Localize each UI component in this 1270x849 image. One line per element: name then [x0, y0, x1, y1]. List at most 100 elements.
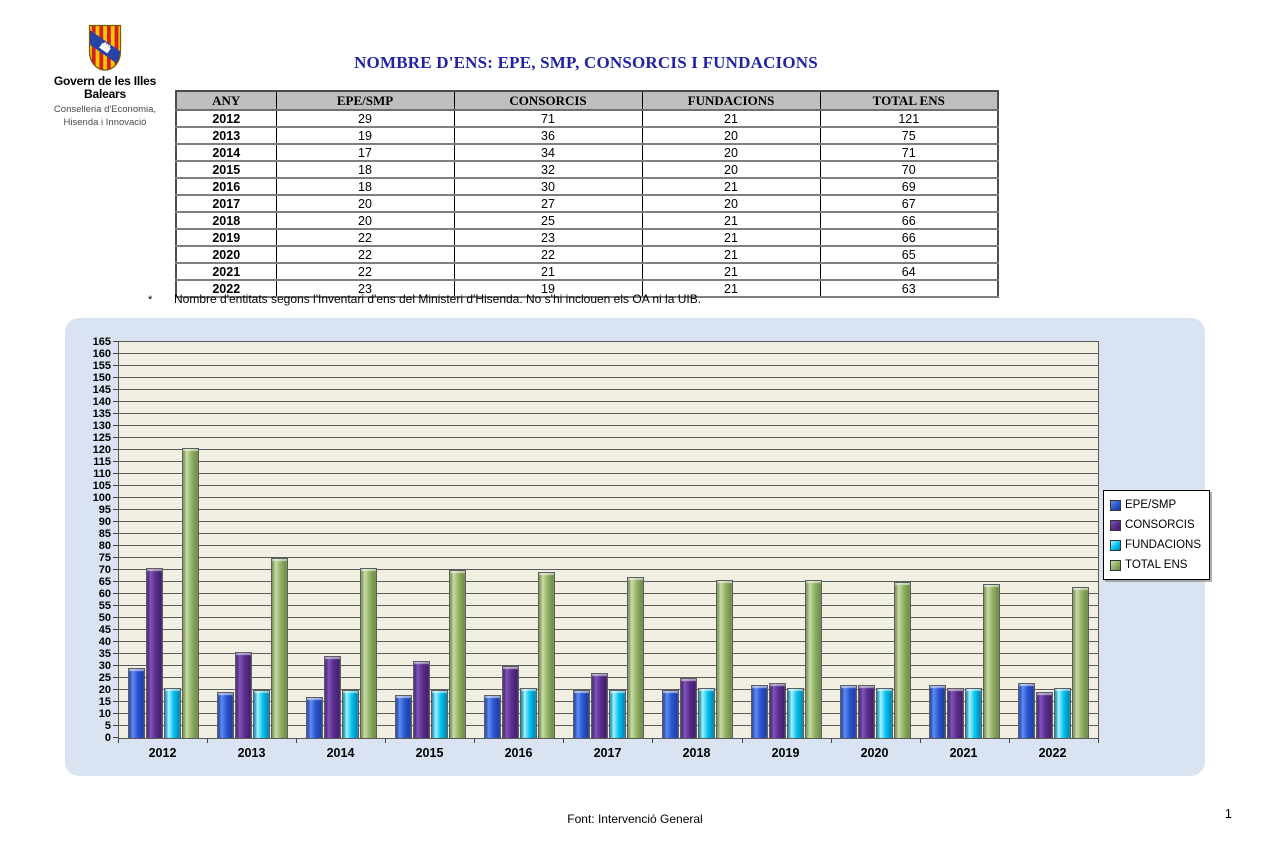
- y-axis-tick-label: 35: [98, 648, 111, 660]
- value-cell: 25: [453, 212, 643, 230]
- value-cell: 63: [819, 280, 999, 298]
- gridline: [119, 473, 1098, 474]
- y-axis-tick-label: 15: [98, 696, 111, 708]
- x-axis-label: 2022: [1038, 746, 1067, 760]
- value-cell: 21: [641, 229, 821, 247]
- value-cell: 32: [453, 161, 643, 179]
- legend-label: EPE/SMP: [1125, 499, 1177, 511]
- bar-fundacions-2018: [698, 687, 715, 738]
- y-axis-tick: [113, 737, 119, 738]
- bar-epe-smp-2013: [217, 692, 234, 738]
- y-axis-tick: [113, 353, 119, 354]
- y-axis-tick-label: 75: [98, 552, 111, 564]
- value-cell: 34: [453, 144, 643, 162]
- legend-label: TOTAL ENS: [1125, 559, 1188, 571]
- y-axis-tick-label: 40: [98, 636, 111, 648]
- table-row: 2019 22 23 21 66: [175, 229, 999, 247]
- value-cell: 18: [275, 178, 455, 196]
- bar-total-ens-2019: [805, 579, 822, 738]
- value-cell: 21: [641, 280, 821, 298]
- gridline: [119, 725, 1098, 726]
- y-axis-tick-label: 20: [98, 684, 111, 696]
- table-row: 2016 18 30 21 69: [175, 178, 999, 196]
- y-axis-tick: [113, 605, 119, 606]
- value-cell: 21: [641, 110, 821, 128]
- y-axis-tick: [113, 581, 119, 582]
- gridline: [119, 401, 1098, 402]
- bar-group-2012: [119, 342, 208, 738]
- gridline: [119, 701, 1098, 702]
- value-cell: 19: [275, 127, 455, 145]
- gridline: [119, 353, 1098, 354]
- gridline: [119, 509, 1098, 510]
- gridline: [119, 617, 1098, 618]
- bar-group-2016: [475, 342, 564, 738]
- bar-total-ens-2017: [627, 577, 644, 738]
- year-cell: 2020: [175, 246, 277, 264]
- gridline: [119, 713, 1098, 714]
- bar-group-2021: [920, 342, 1009, 738]
- value-cell: 21: [453, 263, 643, 281]
- gridline: [119, 497, 1098, 498]
- y-axis-tick-label: 5: [104, 720, 111, 732]
- chart-legend: EPE/SMP CONSORCIS FUNDACIONS TOTAL ENS: [1103, 490, 1211, 580]
- gridline: [119, 653, 1098, 654]
- bar-epe-smp-2015: [395, 694, 412, 738]
- y-axis-tick: [113, 425, 119, 426]
- table-row: 2013 19 36 20 75: [175, 127, 999, 145]
- x-axis-tick: [741, 738, 743, 743]
- gridline: [119, 689, 1098, 690]
- x-axis-label: 2012: [148, 746, 177, 760]
- gridline: [119, 557, 1098, 558]
- bar-total-ens-2014: [360, 567, 377, 738]
- y-axis-tick-label: 90: [98, 516, 111, 528]
- bar-group-2020: [831, 342, 920, 738]
- gridline: [119, 461, 1098, 462]
- gridline: [119, 389, 1098, 390]
- gridline: [119, 437, 1098, 438]
- table-row: 2022 23 19 21 63: [175, 280, 999, 298]
- gridline: [119, 485, 1098, 486]
- government-name: Govern de les Illes Balears: [53, 74, 157, 102]
- x-axis-label: 2021: [949, 746, 978, 760]
- gridline: [119, 425, 1098, 426]
- column-header: TOTAL ENS: [819, 90, 999, 111]
- y-axis-tick-label: 60: [98, 588, 111, 600]
- value-cell: 20: [275, 195, 455, 213]
- bar-group-2018: [653, 342, 742, 738]
- value-cell: 21: [641, 263, 821, 281]
- footnote-marker: *: [148, 294, 153, 306]
- x-axis-tick: [385, 738, 387, 743]
- gridline: [119, 641, 1098, 642]
- y-axis-tick: [113, 653, 119, 654]
- year-cell: 2015: [175, 161, 277, 179]
- column-header: CONSORCIS: [453, 90, 643, 111]
- table-body: 2012 29 71 21 121 2013 19 36 20 75 2014 17 34 20 71 201…: [175, 110, 999, 298]
- table-row: 2014 17 34 20 71: [175, 144, 999, 162]
- y-axis-tick: [113, 617, 119, 618]
- bar-fundacions-2021: [965, 687, 982, 738]
- value-cell: 71: [819, 144, 999, 162]
- y-axis-tick: [113, 365, 119, 366]
- legend-swatch-icon: [1110, 539, 1121, 551]
- x-axis-label: 2020: [860, 746, 889, 760]
- gridline: [119, 605, 1098, 606]
- bar-total-ens-2020: [894, 582, 911, 738]
- y-axis-tick: [113, 461, 119, 462]
- legend-label: FUNDACIONS: [1125, 539, 1202, 551]
- bar-total-ens-2018: [716, 579, 733, 738]
- government-logo-block: Govern de les Illes Balears Conselleria …: [38, 24, 172, 129]
- gridline: [119, 677, 1098, 678]
- bar-total-ens-2012: [182, 447, 199, 738]
- x-axis-tick: [1097, 738, 1099, 743]
- legend-swatch-icon: [1110, 499, 1121, 511]
- bar-consorcis-2013: [235, 651, 252, 738]
- y-axis-tick: [113, 689, 119, 690]
- bar-epe-smp-2016: [484, 694, 501, 738]
- value-cell: 20: [641, 195, 821, 213]
- year-cell: 2014: [175, 144, 277, 162]
- y-axis-tick-label: 140: [92, 396, 111, 408]
- y-axis-tick-label: 70: [98, 564, 111, 576]
- gridline: [119, 449, 1098, 450]
- x-axis-tick: [1008, 738, 1010, 743]
